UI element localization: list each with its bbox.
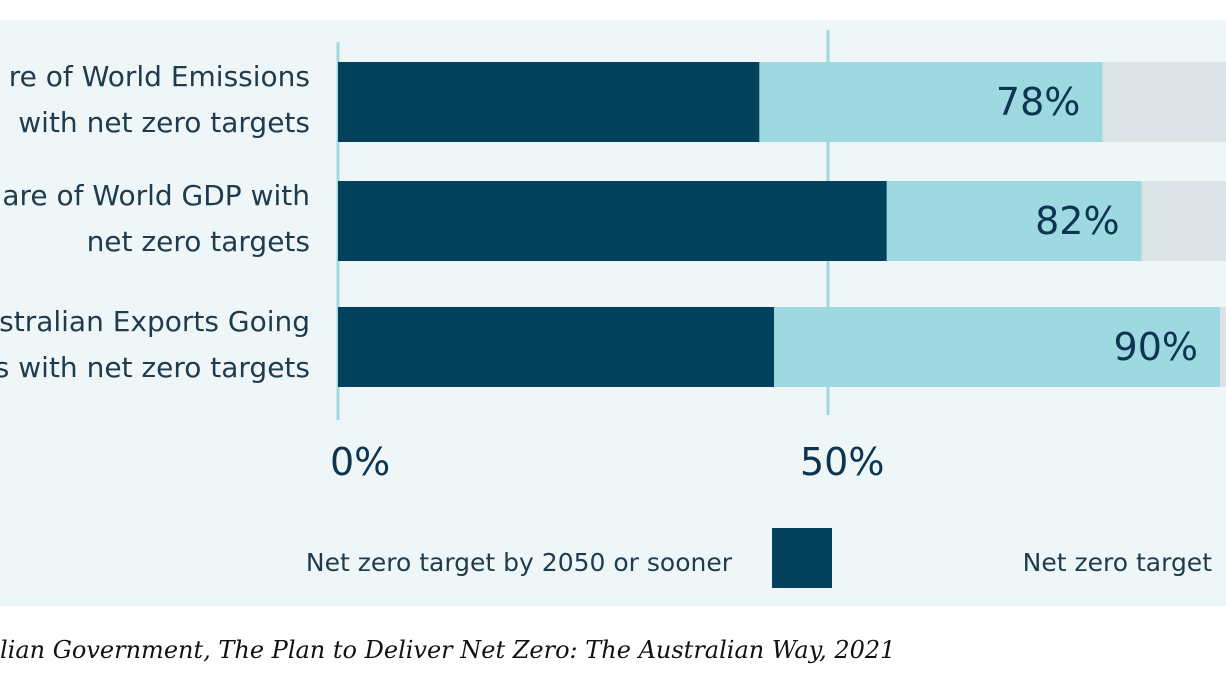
bar-remainder: [1141, 181, 1226, 261]
x-tick-label: 0%: [330, 440, 390, 484]
value-label: 82%: [1035, 199, 1119, 243]
legend-swatch-by-2050: [772, 528, 832, 588]
legend-label-net-zero: Net zero target: [1023, 548, 1213, 577]
bar-segment-by-2050: [338, 62, 760, 142]
value-label: 90%: [1114, 325, 1198, 369]
bar-segment-net-zero: [886, 181, 1142, 261]
bar-segment-net-zero: [759, 62, 1103, 142]
bar-chart: 78% re of World Emissions with net zero ta…: [0, 30, 1226, 588]
bar-remainder: [1220, 307, 1226, 387]
source-caption: lian Government, The Plan to Deliver Net…: [0, 636, 896, 664]
category-label-line: are of World GDP with: [2, 179, 310, 212]
category-label: re of World Emissions with net zero targe…: [9, 60, 310, 139]
x-tick-label: 50%: [800, 440, 884, 484]
value-label: 78%: [996, 80, 1080, 124]
category-label-line: stralian Exports Going: [0, 305, 310, 338]
category-label: stralian Exports Going s with net zero ta…: [0, 305, 310, 384]
bar-segment-by-2050: [338, 307, 775, 387]
category-label-line: with net zero targets: [18, 106, 310, 139]
category-label-line: net zero targets: [87, 225, 310, 258]
legend-label-by-2050: Net zero target by 2050 or sooner: [306, 548, 733, 577]
bar-segment-by-2050: [338, 181, 887, 261]
bar-segment-net-zero: [774, 307, 1220, 387]
category-label-line: s with net zero targets: [0, 351, 310, 384]
chart-panel: 78% re of World Emissions with net zero ta…: [0, 20, 1226, 606]
category-label: are of World GDP with net zero targets: [2, 179, 310, 258]
bar-remainder: [1102, 62, 1226, 142]
category-label-line: re of World Emissions: [9, 60, 310, 93]
